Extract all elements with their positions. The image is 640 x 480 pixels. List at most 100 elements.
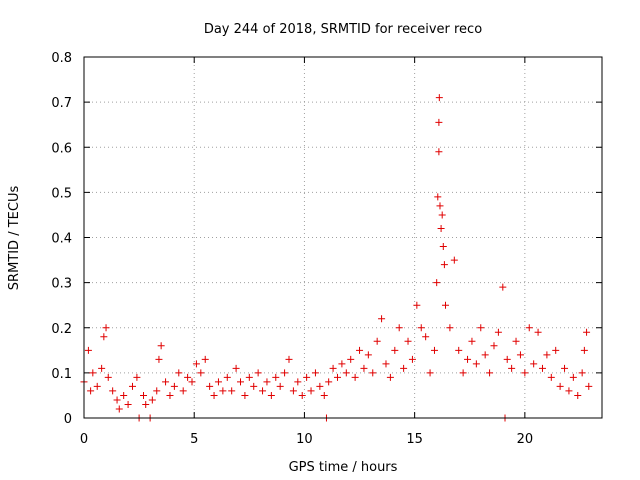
data-point: [109, 387, 117, 395]
data-point: [378, 315, 386, 323]
data-point: [521, 369, 529, 377]
data-point: [115, 405, 123, 413]
data-point: [503, 355, 511, 363]
data-point: [494, 328, 502, 336]
data-point: [435, 148, 443, 156]
axis-ticks: 0 0.1 0.2 0.3 0.4 0.5 0.6 0.7 0.8 0 5 10 15 20: [51, 51, 602, 447]
data-point: [439, 243, 447, 251]
y-axis-label: SRMTID / TECUs: [7, 186, 22, 291]
data-point: [422, 333, 430, 341]
data-point: [499, 283, 507, 291]
data-point: [157, 342, 165, 350]
x-tick-label: 15: [406, 432, 423, 447]
data-point: [98, 364, 106, 372]
data-point: [102, 324, 110, 332]
data-point: [329, 364, 337, 372]
y-tick-label: 0.7: [51, 96, 72, 111]
data-point: [87, 387, 95, 395]
data-point: [192, 360, 200, 368]
data-point: [170, 382, 178, 390]
data-point: [325, 378, 333, 386]
data-point: [201, 355, 209, 363]
data-point: [153, 387, 161, 395]
data-point: [578, 369, 586, 377]
data-point: [250, 382, 258, 390]
data-point: [565, 387, 573, 395]
data-point: [210, 391, 218, 399]
data-point: [436, 202, 444, 210]
y-tick-label: 0.4: [51, 232, 72, 247]
data-point: [585, 382, 593, 390]
data-points: [80, 94, 593, 422]
data-point: [543, 351, 551, 359]
chart-title: Day 244 of 2018, SRMTID for receiver rec…: [204, 22, 482, 37]
data-point: [369, 369, 377, 377]
data-point: [259, 387, 267, 395]
data-point: [395, 324, 403, 332]
data-point: [206, 382, 214, 390]
data-point: [281, 369, 289, 377]
data-point: [508, 364, 516, 372]
data-point: [342, 369, 350, 377]
data-point: [232, 364, 240, 372]
data-point: [512, 337, 520, 345]
data-point: [104, 373, 112, 381]
data-point: [441, 301, 449, 309]
data-point: [386, 373, 394, 381]
data-point: [214, 378, 222, 386]
data-point: [197, 369, 205, 377]
data-point: [455, 346, 463, 354]
data-point: [464, 355, 472, 363]
data-point: [228, 387, 236, 395]
data-point: [364, 351, 372, 359]
data-point: [430, 346, 438, 354]
data-point: [347, 355, 355, 363]
y-tick-label: 0.1: [51, 367, 72, 382]
data-point: [338, 360, 346, 368]
data-point: [320, 391, 328, 399]
data-point: [113, 396, 121, 404]
data-point: [285, 355, 293, 363]
data-point: [433, 279, 441, 287]
x-tick-label: 20: [517, 432, 534, 447]
data-point: [120, 391, 128, 399]
data-point: [133, 373, 141, 381]
data-point: [263, 378, 271, 386]
data-point: [148, 396, 156, 404]
data-point: [307, 387, 315, 395]
x-tick-label: 0: [80, 432, 88, 447]
data-point: [179, 387, 187, 395]
data-point: [219, 387, 227, 395]
data-point: [477, 324, 485, 332]
data-point: [142, 400, 150, 408]
data-point: [294, 378, 302, 386]
data-point: [100, 333, 108, 341]
data-point: [435, 118, 443, 126]
plot-frame: [83, 56, 603, 419]
data-point: [440, 261, 448, 269]
data-point: [124, 400, 132, 408]
data-point: [556, 382, 564, 390]
data-point: [254, 369, 262, 377]
data-point: [400, 364, 408, 372]
data-point: [303, 373, 311, 381]
data-point: [569, 373, 577, 381]
data-point: [434, 193, 442, 201]
data-point: [547, 373, 555, 381]
data-point: [408, 355, 416, 363]
data-point: [561, 364, 569, 372]
data-point: [574, 391, 582, 399]
data-point: [525, 324, 533, 332]
y-tick-label: 0.5: [51, 186, 72, 201]
data-point: [417, 324, 425, 332]
data-point: [490, 342, 498, 350]
data-point: [298, 391, 306, 399]
data-point: [155, 355, 163, 363]
data-point: [373, 337, 381, 345]
data-point: [446, 324, 454, 332]
data-point: [356, 346, 364, 354]
data-point: [360, 364, 368, 372]
data-point: [413, 301, 421, 309]
data-point: [351, 373, 359, 381]
